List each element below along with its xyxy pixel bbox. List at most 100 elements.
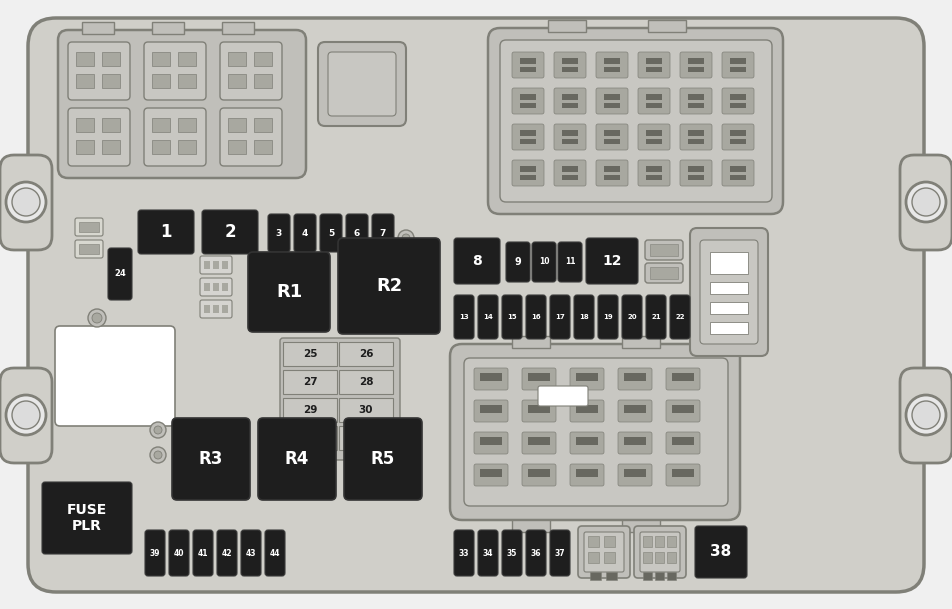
FancyBboxPatch shape	[220, 42, 282, 100]
FancyBboxPatch shape	[144, 108, 206, 166]
Bar	[646, 175, 662, 180]
Bar	[480, 373, 502, 381]
Text: 14: 14	[483, 314, 493, 320]
Circle shape	[12, 188, 40, 216]
Bar	[178, 74, 196, 88]
FancyBboxPatch shape	[512, 160, 544, 186]
Bar	[646, 130, 662, 136]
Bar	[283, 426, 337, 450]
Text: 40: 40	[174, 549, 185, 557]
Bar	[604, 536, 615, 547]
FancyBboxPatch shape	[638, 52, 670, 78]
Circle shape	[154, 426, 162, 434]
Text: R5: R5	[371, 450, 395, 468]
Text: 34: 34	[483, 549, 493, 557]
Text: 25: 25	[303, 349, 317, 359]
Bar	[520, 166, 536, 172]
FancyBboxPatch shape	[722, 124, 754, 150]
Bar	[650, 244, 678, 256]
FancyBboxPatch shape	[0, 155, 52, 250]
Bar	[520, 58, 536, 64]
FancyBboxPatch shape	[570, 368, 604, 390]
FancyBboxPatch shape	[618, 432, 652, 454]
Bar	[562, 130, 578, 136]
FancyBboxPatch shape	[193, 530, 213, 576]
Bar	[588, 536, 599, 547]
Bar	[228, 52, 246, 66]
Bar	[672, 437, 694, 445]
Bar	[76, 140, 94, 154]
FancyBboxPatch shape	[554, 88, 586, 114]
Bar	[102, 140, 120, 154]
Text: 26: 26	[359, 349, 373, 359]
Circle shape	[150, 422, 166, 438]
Bar	[604, 94, 620, 100]
Bar	[562, 58, 578, 64]
Circle shape	[92, 313, 102, 323]
FancyBboxPatch shape	[900, 155, 952, 250]
Bar	[576, 405, 598, 413]
Bar	[204, 283, 210, 291]
Bar	[254, 140, 272, 154]
Text: 22: 22	[675, 314, 684, 320]
FancyBboxPatch shape	[217, 530, 237, 576]
FancyBboxPatch shape	[450, 344, 740, 520]
Bar	[667, 572, 676, 580]
Bar	[79, 222, 99, 232]
FancyBboxPatch shape	[586, 238, 638, 284]
FancyBboxPatch shape	[596, 88, 628, 114]
Circle shape	[402, 234, 410, 242]
FancyBboxPatch shape	[522, 432, 556, 454]
FancyBboxPatch shape	[474, 368, 508, 390]
Text: 32: 32	[359, 433, 373, 443]
Bar	[710, 322, 748, 334]
FancyBboxPatch shape	[680, 124, 712, 150]
Text: 27: 27	[303, 377, 317, 387]
FancyBboxPatch shape	[268, 214, 290, 252]
FancyBboxPatch shape	[502, 530, 522, 576]
Bar	[622, 520, 660, 532]
Text: 15: 15	[507, 314, 517, 320]
Circle shape	[912, 401, 940, 429]
Text: 13: 13	[459, 314, 469, 320]
Bar	[480, 437, 502, 445]
Text: 7: 7	[380, 228, 387, 238]
FancyBboxPatch shape	[550, 295, 570, 339]
FancyBboxPatch shape	[700, 240, 758, 344]
Text: 37: 37	[555, 549, 565, 557]
Bar	[480, 405, 502, 413]
Bar	[730, 103, 746, 108]
Bar	[178, 118, 196, 132]
FancyBboxPatch shape	[645, 263, 683, 283]
Circle shape	[150, 447, 166, 463]
FancyBboxPatch shape	[344, 418, 422, 500]
FancyBboxPatch shape	[138, 210, 194, 254]
FancyBboxPatch shape	[108, 248, 132, 300]
Text: 31: 31	[303, 433, 317, 443]
Bar	[590, 572, 601, 580]
FancyBboxPatch shape	[570, 400, 604, 422]
FancyBboxPatch shape	[55, 326, 175, 426]
Bar	[688, 103, 704, 108]
Bar	[213, 283, 219, 291]
FancyBboxPatch shape	[722, 88, 754, 114]
FancyBboxPatch shape	[680, 160, 712, 186]
FancyBboxPatch shape	[638, 124, 670, 150]
FancyBboxPatch shape	[558, 242, 582, 282]
FancyBboxPatch shape	[506, 242, 530, 282]
FancyBboxPatch shape	[200, 278, 232, 296]
FancyBboxPatch shape	[596, 124, 628, 150]
FancyBboxPatch shape	[666, 432, 700, 454]
FancyBboxPatch shape	[596, 160, 628, 186]
Text: 1: 1	[160, 223, 171, 241]
Text: 2: 2	[224, 223, 236, 241]
Bar	[204, 261, 210, 269]
Bar	[624, 437, 646, 445]
FancyBboxPatch shape	[645, 240, 683, 260]
FancyBboxPatch shape	[670, 295, 690, 339]
FancyBboxPatch shape	[512, 88, 544, 114]
Bar	[646, 166, 662, 172]
Bar	[643, 536, 652, 547]
FancyBboxPatch shape	[666, 368, 700, 390]
FancyBboxPatch shape	[522, 464, 556, 486]
